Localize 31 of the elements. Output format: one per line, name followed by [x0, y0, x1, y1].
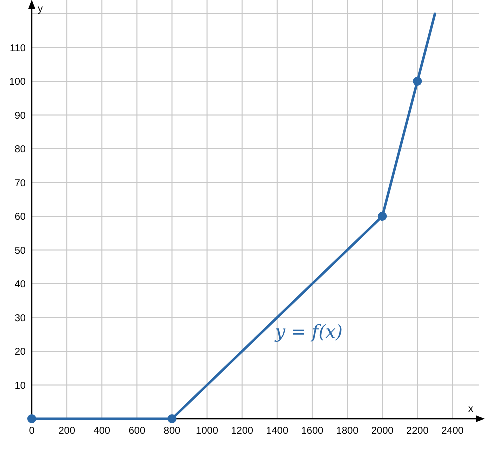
y-tick-label: 10: [14, 380, 26, 392]
x-tick-label: 2400: [442, 426, 464, 437]
point: [378, 212, 388, 221]
y-tick-label: 40: [14, 280, 26, 290]
y-tick-label: 110: [10, 43, 26, 54]
y-tick-label: 80: [14, 144, 26, 156]
y-tick-label: 20: [14, 347, 26, 358]
annotation: y = f(x): [274, 322, 343, 343]
x-tick-label: 200: [58, 426, 76, 437]
x-axis-title: x: [468, 404, 474, 415]
x-tick-label: 1600: [301, 426, 324, 437]
x-tick-label: 600: [128, 426, 146, 437]
y-tick-label: 70: [14, 178, 26, 190]
x-tick-label: 1200: [231, 426, 254, 437]
y-axis-title: y: [38, 4, 43, 15]
point: [28, 414, 36, 424]
y-tick-label: 50: [14, 246, 26, 257]
y-tick-label: 90: [14, 110, 26, 122]
x-tick-label: 1800: [336, 426, 360, 437]
y-tick-label: 60: [14, 212, 26, 223]
x-tick-label: 800: [164, 426, 182, 437]
x-tick-label: 400: [94, 426, 111, 437]
y-tick-label: 30: [14, 313, 26, 324]
x-tick-label: 2200: [406, 426, 430, 437]
x-tick-label: 2000: [371, 426, 394, 437]
x-tick-label: 1400: [266, 426, 289, 437]
x-tick-label: 1000: [196, 426, 219, 437]
x-tick-label: 0: [29, 426, 36, 437]
point: [413, 77, 422, 86]
point: [168, 414, 177, 424]
y-tick-label: 100: [9, 77, 26, 88]
